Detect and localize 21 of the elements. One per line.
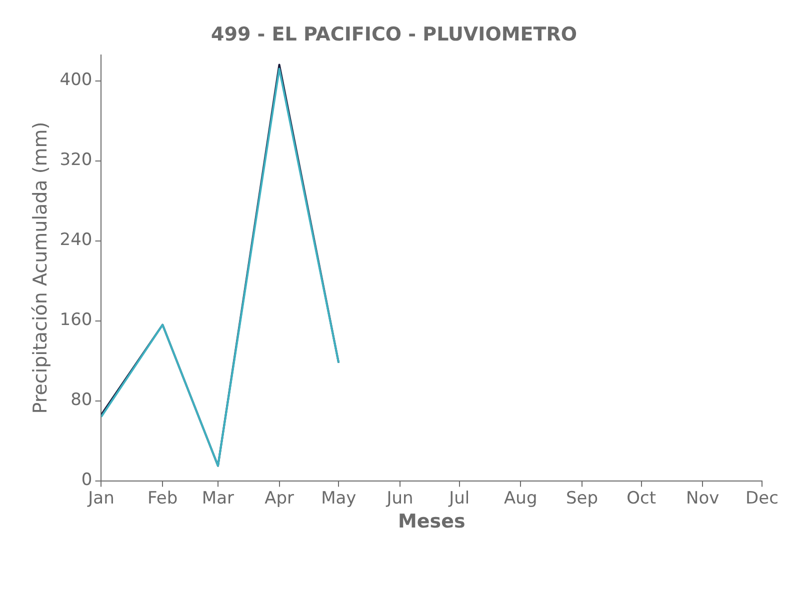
x-tick-label: Jul [448,488,470,508]
y-tick-label: 240 [60,230,92,250]
x-tick-label: Jun [386,488,414,508]
x-axis-title: Meses [398,510,466,533]
x-tick-label: Nov [686,488,720,508]
x-tick-label: May [321,488,356,508]
y-tick-label: 400 [60,70,92,90]
x-tick-label: Mar [202,488,234,508]
x-tick-label: Apr [264,488,294,508]
y-axis-title: Precipitación Acumulada (mm) [29,122,52,414]
x-tick-label: Oct [626,488,656,508]
y-tick-label: 0 [81,470,92,490]
x-tick-label: Dec [746,488,778,508]
y-tick-label: 320 [60,150,92,170]
x-tick-label: Jan [87,488,114,508]
x-tick-label: Feb [148,488,178,508]
chart-title: 499 - EL PACIFICO - PLUVIOMETRO [211,23,577,46]
y-tick-label: 80 [70,390,92,410]
x-tick-label: Sep [566,488,598,508]
x-tick-label: Aug [504,488,538,508]
y-tick-label: 160 [60,310,92,330]
